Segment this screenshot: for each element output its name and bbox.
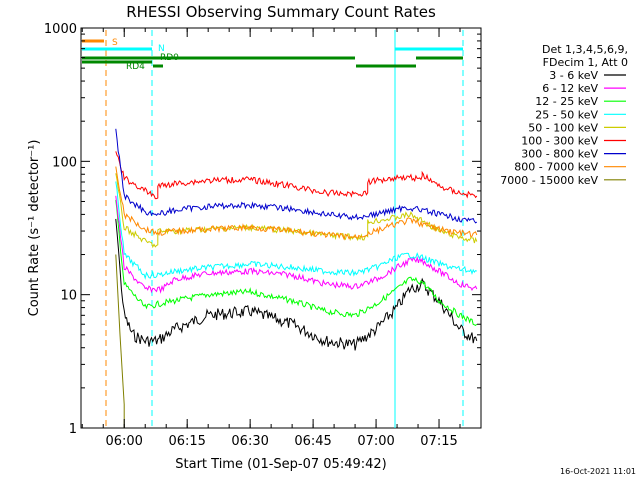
y-tick-label: 1000 (44, 22, 77, 37)
plot-frame (80, 27, 482, 429)
timestamp: 16-Oct-2021 11:01 (560, 467, 636, 476)
axes-layer: 1 10 100 1000 06:00 06:15 06:30 06:45 07:00 07:15 (44, 22, 482, 449)
series-7000-15000-kev (115, 254, 125, 428)
series-300-800-kev (115, 128, 478, 224)
legend-label-3-6-kev: 3 - 6 keV (549, 69, 598, 82)
flag-label-s: S (112, 38, 118, 48)
x-tick-label: 06:45 (294, 434, 331, 449)
legend-header-line-1: Det 1,3,4,5,6,9, (542, 43, 628, 56)
series-25-50-kev (115, 181, 478, 280)
x-tick-label: 07:15 (420, 434, 457, 449)
series-6-12-kev (115, 195, 478, 294)
series-layer (115, 128, 478, 428)
flag-label-n: N (158, 44, 165, 54)
series-800-7000-kev (115, 166, 478, 241)
flag-label-rd4: RD4 (126, 62, 145, 72)
legend-label-300-800-kev: 300 - 800 keV (521, 148, 598, 161)
legend-label-6-12-kev: 6 - 12 keV (542, 82, 598, 95)
legend: Det 1,3,4,5,6,9, FDecim 1, Att 0 3 - 6 k… (500, 43, 628, 187)
x-axis-label: Start Time (01-Sep-07 05:49:42) (175, 457, 386, 472)
y-tick-label: 1 (69, 422, 77, 437)
x-tick-label: 06:15 (168, 434, 205, 449)
series-100-300-kev (115, 151, 478, 200)
series-12-25-kev (115, 199, 478, 327)
y-tick-label: 100 (52, 155, 77, 170)
chart-title: RHESSI Observing Summary Count Rates (126, 3, 436, 21)
legend-label-100-300-kev: 100 - 300 keV (521, 135, 598, 148)
y-axis-label: Count Rate (s⁻¹ detector⁻¹) (27, 140, 42, 317)
x-tick-label: 07:00 (357, 434, 394, 449)
legend-label-50-100-kev: 50 - 100 keV (528, 121, 598, 134)
x-tick-label: 06:00 (105, 434, 142, 449)
flag-label-rd0: RD0 (160, 53, 179, 63)
legend-label-800-7000-kev: 800 - 7000 keV (514, 161, 598, 174)
legend-header-line-2: FDecim 1, Att 0 (543, 56, 628, 69)
legend-label-7000-15000-kev: 7000 - 15000 keV (500, 174, 598, 187)
series-3-6-kev (115, 218, 478, 351)
x-tick-label: 06:30 (231, 434, 268, 449)
legend-label-25-50-kev: 25 - 50 keV (535, 108, 598, 121)
y-tick-label: 10 (60, 289, 77, 304)
legend-label-12-25-kev: 12 - 25 keV (535, 95, 598, 108)
